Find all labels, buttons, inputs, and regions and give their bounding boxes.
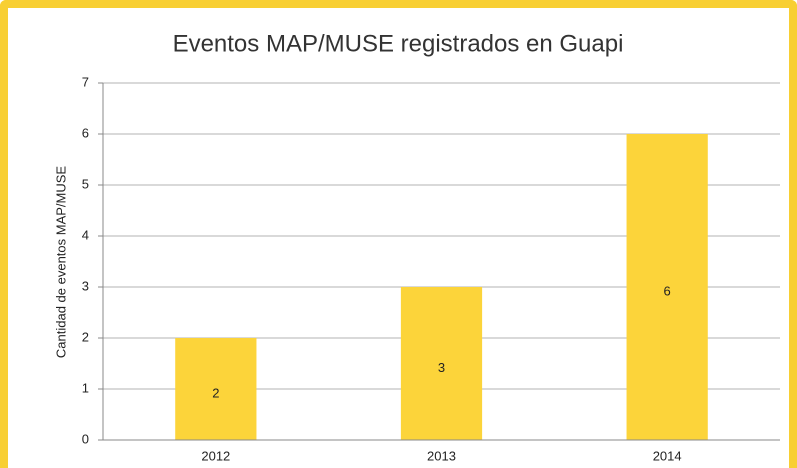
y-tick-label: 6 — [82, 125, 89, 140]
y-tick-label: 4 — [82, 227, 89, 242]
x-tick-label: 2013 — [427, 448, 456, 463]
y-axis-label: Cantidad de eventos MAP/MUSE — [53, 166, 68, 359]
bar — [626, 134, 708, 440]
chart-title: Eventos MAP/MUSE registrados en Guapi — [173, 30, 624, 57]
bar — [175, 338, 257, 440]
y-tick-label: 2 — [82, 329, 89, 344]
data-label: 6 — [664, 283, 671, 298]
data-label: 3 — [438, 360, 445, 375]
x-tick-label: 2012 — [201, 448, 230, 463]
y-tick-label: 5 — [82, 176, 89, 191]
y-tick-label: 3 — [82, 278, 89, 293]
y-tick-label: 0 — [82, 431, 89, 446]
y-tick-label: 7 — [82, 74, 89, 89]
bar — [400, 287, 483, 440]
y-tick-label: 1 — [82, 380, 89, 395]
data-label: 2 — [212, 385, 219, 400]
x-tick-label: 2014 — [653, 448, 682, 463]
